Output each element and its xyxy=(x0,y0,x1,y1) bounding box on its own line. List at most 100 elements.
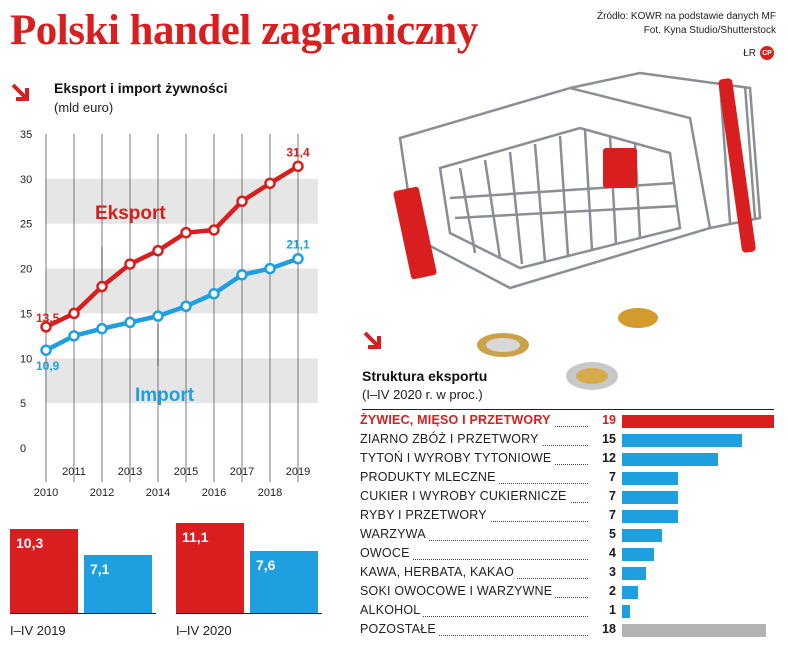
structure-bar xyxy=(622,586,638,599)
data-point xyxy=(236,269,248,281)
y-tick-label: 10 xyxy=(20,353,32,365)
structure-bar xyxy=(622,415,774,428)
structure-title: Struktura eksportu xyxy=(362,368,488,384)
structure-divider xyxy=(362,409,774,410)
structure-row: POZOSTAŁE 18 xyxy=(360,622,774,639)
down-right-arrow-icon xyxy=(11,83,29,101)
x-tick-label: 2011 xyxy=(62,466,86,478)
source-line: Źródło: KOWR na podstawie danych MF xyxy=(597,11,776,22)
data-point xyxy=(264,177,276,190)
structure-row: RYBY I PRZETWORY 7 xyxy=(360,508,774,525)
structure-value: 12 xyxy=(602,451,616,465)
y-tick-label: 20 xyxy=(20,264,32,276)
comparison-baseline xyxy=(10,613,156,614)
photo-credit: Fot. Kyna Studio/Shutterstock xyxy=(643,25,776,36)
structure-label: TYTOŃ I WYROBY TYTONIOWE xyxy=(360,451,555,465)
structure-value: 5 xyxy=(609,527,616,541)
data-point xyxy=(236,195,248,208)
structure-value: 3 xyxy=(609,565,616,579)
y-tick-label: 5 xyxy=(20,398,26,410)
comparison-bar xyxy=(250,551,318,613)
data-point xyxy=(264,262,276,275)
author-initials: ŁR xyxy=(743,47,756,59)
structure-bar xyxy=(622,453,718,466)
structure-row: KAWA, HERBATA, KAKAO 3 xyxy=(360,565,774,582)
structure-row: SOKI OWOCOWE I WARZYWNE 2 xyxy=(360,584,774,601)
dotted-leader xyxy=(360,559,588,560)
data-point xyxy=(68,307,80,320)
comparison-category: I–IV 2020 xyxy=(176,623,232,638)
structure-label: OWOCE xyxy=(360,546,413,560)
x-tick-label: 2018 xyxy=(258,487,282,499)
structure-label: ŻYWIEC, MIĘSO I PRZETWORY xyxy=(360,413,554,427)
structure-bar xyxy=(622,567,646,580)
x-tick-label: 2012 xyxy=(90,487,114,499)
data-point xyxy=(96,322,108,335)
data-label: 13,5 xyxy=(36,311,60,325)
structure-value: 2 xyxy=(609,584,616,598)
series-line-eksport xyxy=(45,164,300,329)
structure-value: 18 xyxy=(602,622,616,636)
structure-value: 7 xyxy=(609,508,616,522)
comparison-value: 10,3 xyxy=(16,535,44,552)
structure-bar xyxy=(622,605,630,618)
structure-bar xyxy=(622,510,678,523)
structure-row: ZIARNO ZBÓŻ I PRZETWORY 15 xyxy=(360,432,774,449)
data-point xyxy=(208,224,220,236)
structure-row: ALKOHOL 1 xyxy=(360,603,774,620)
dotted-leader xyxy=(360,635,588,636)
line-chart: 0 5 10 15 20 25 30 35 2010 2012 2014 2016 2018 2011 20… xyxy=(20,129,318,499)
comparison-bar xyxy=(10,529,78,613)
structure-bar xyxy=(622,434,742,447)
data-point xyxy=(68,330,80,342)
structure-row: WARZYWA 5 xyxy=(360,527,774,544)
main-title: Polski handel zagraniczny xyxy=(10,7,478,54)
data-point xyxy=(40,344,52,356)
structure-label: CUKIER I WYROBY CUKIERNICZE xyxy=(360,489,570,503)
dotted-leader xyxy=(360,616,588,617)
structure-label: WARZYWA xyxy=(360,527,429,541)
cp-logo-icon: CP xyxy=(760,46,774,60)
structure-label: ALKOHOL xyxy=(360,603,424,617)
down-right-arrow-icon xyxy=(363,331,381,349)
series-label-import: Import xyxy=(135,385,195,406)
y-tick-label: 0 xyxy=(20,443,26,455)
y-tick-label: 15 xyxy=(20,308,32,320)
data-point xyxy=(180,300,192,313)
comparison-value: 7,6 xyxy=(256,557,276,574)
structure-value: 1 xyxy=(609,603,616,617)
structure-bar xyxy=(622,548,654,561)
x-tick-label: 2017 xyxy=(230,466,254,478)
data-point xyxy=(292,252,304,265)
comparison-value: 7,1 xyxy=(90,561,110,578)
structure-row: TYTOŃ I WYROBY TYTONIOWE 12 xyxy=(360,451,774,468)
y-tick-label: 25 xyxy=(20,219,32,231)
data-point xyxy=(124,316,136,329)
structure-label: PRODUKTY MLECZNE xyxy=(360,470,499,484)
x-tick-label: 2016 xyxy=(202,487,226,499)
data-label: 31,4 xyxy=(286,145,310,159)
comparison-bar xyxy=(176,523,244,613)
structure-row: PRODUKTY MLECZNE 7 xyxy=(360,470,774,487)
source-credit: Źródło: KOWR na podstawie danych MF Fot.… xyxy=(597,10,776,38)
structure-row: ŻYWIEC, MIĘSO I PRZETWORY 19 xyxy=(360,413,774,430)
data-point xyxy=(152,244,164,257)
structure-value: 7 xyxy=(609,470,616,484)
data-point xyxy=(96,280,108,293)
structure-value: 4 xyxy=(609,546,616,560)
structure-value: 19 xyxy=(602,413,616,427)
x-tick-label: 2015 xyxy=(174,466,198,478)
data-point xyxy=(292,160,304,173)
line-chart-subtitle: (mld euro) xyxy=(54,100,114,115)
grid-band xyxy=(45,178,318,224)
structure-value: 7 xyxy=(609,489,616,503)
line-chart-title: Eksport i import żywności xyxy=(54,80,228,96)
data-label: 21,1 xyxy=(286,238,310,252)
comparison-bar xyxy=(84,555,152,613)
grid-band xyxy=(45,358,318,404)
structure-label: RYBY I PRZETWORY xyxy=(360,508,490,522)
structure-label: SOKI OWOCOWE I WARZYWNE xyxy=(360,584,556,598)
structure-label: POZOSTAŁE xyxy=(360,622,439,636)
x-tick-label: 2010 xyxy=(34,487,58,499)
shopping-cart-photo xyxy=(393,71,762,390)
